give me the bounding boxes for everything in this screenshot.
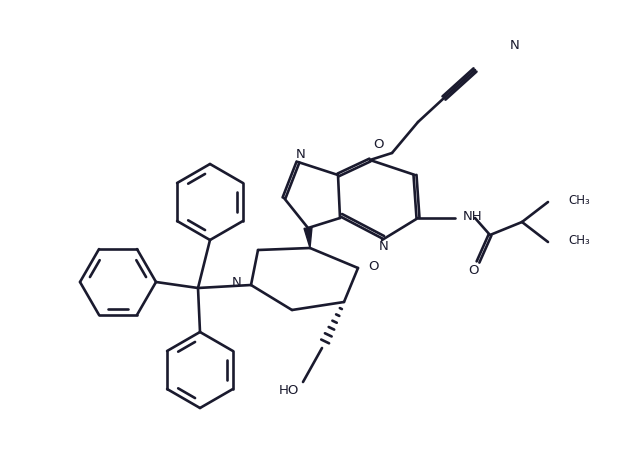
Text: N: N: [379, 240, 389, 252]
Text: O: O: [374, 138, 384, 150]
Text: HO: HO: [278, 384, 299, 398]
Text: CH₃: CH₃: [568, 234, 589, 246]
Text: N: N: [231, 276, 241, 290]
Text: O: O: [368, 259, 378, 273]
Polygon shape: [304, 227, 312, 248]
Text: CH₃: CH₃: [568, 194, 589, 206]
Text: NH: NH: [463, 210, 483, 222]
Text: N: N: [296, 148, 306, 160]
Text: N: N: [510, 39, 520, 52]
Text: O: O: [468, 264, 478, 276]
